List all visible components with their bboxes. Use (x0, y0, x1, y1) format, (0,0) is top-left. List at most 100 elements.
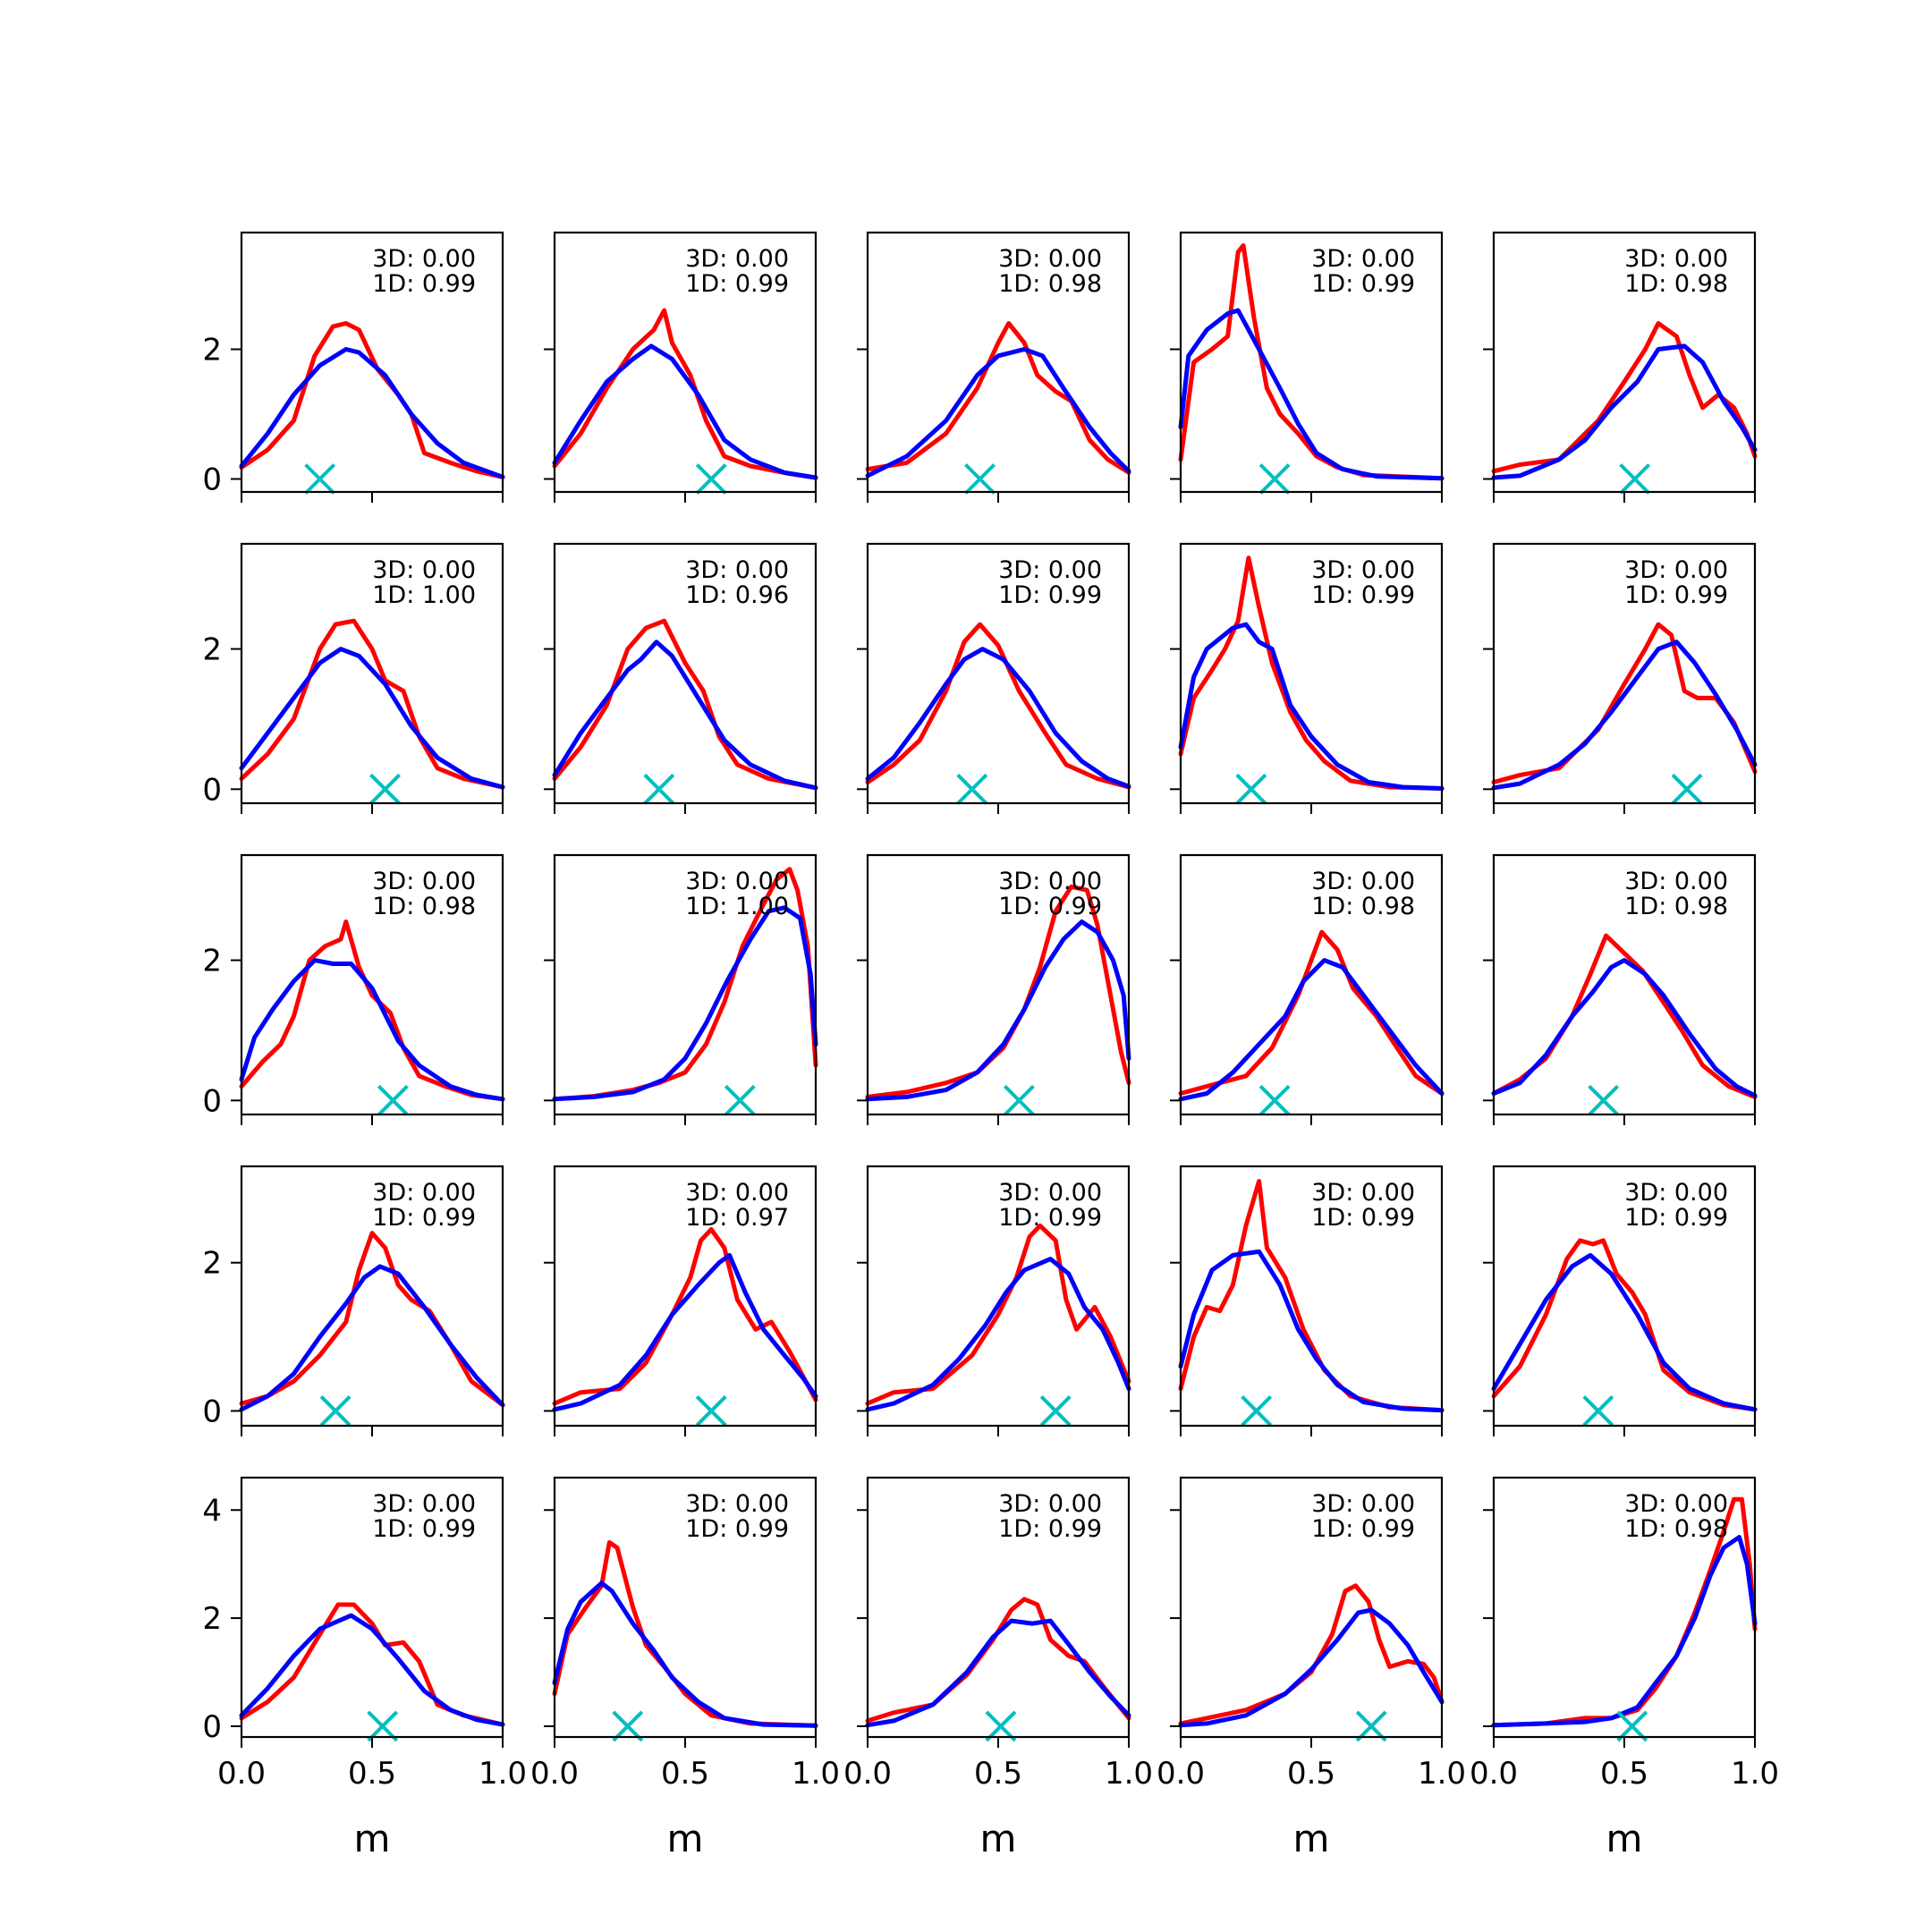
x-marker (1616, 1710, 1648, 1742)
red-series-line (552, 1226, 818, 1406)
x-axis-label: m (1606, 1817, 1643, 1860)
annotation-1d: 1D: 0.99 (1624, 1204, 1728, 1232)
blue-series-line (1491, 640, 1758, 791)
red-series-line (1491, 622, 1758, 784)
blue-series-line (1491, 1252, 1758, 1412)
x-marker (612, 1710, 644, 1742)
red-series-line (239, 618, 505, 790)
annotation-3d: 3D: 0.00 (372, 556, 476, 584)
annotation-3d: 3D: 0.00 (998, 1490, 1102, 1518)
x-marker (985, 1710, 1017, 1742)
y-tick-label: 2 (202, 944, 222, 979)
red-series-line (1491, 933, 1758, 1099)
blue-series-line (552, 640, 818, 791)
blue-series-line (552, 1580, 818, 1728)
blue-series-line (552, 905, 818, 1102)
x-tick-label: 1.0 (792, 1756, 840, 1792)
annotation-3d: 3D: 0.00 (372, 1179, 476, 1207)
annotation-3d: 3D: 0.00 (1311, 868, 1415, 895)
annotation-1d: 1D: 0.98 (998, 270, 1102, 298)
x-marker (367, 1710, 399, 1742)
annotation-3d: 3D: 0.00 (685, 1490, 789, 1518)
x-marker (724, 1084, 756, 1116)
annotation-1d: 1D: 0.99 (998, 581, 1102, 609)
x-marker (1588, 1084, 1620, 1116)
annotation-3d: 3D: 0.00 (998, 245, 1102, 273)
annotation-1d: 1D: 0.99 (685, 270, 789, 298)
x-tick-label: 1.0 (1731, 1756, 1779, 1792)
annotation-1d: 1D: 0.99 (372, 1515, 476, 1543)
y-tick-label: 0 (202, 1083, 222, 1119)
annotation-1d: 1D: 0.99 (1311, 1515, 1415, 1543)
y-tick-label: 4 (202, 1493, 222, 1529)
annotation-1d: 1D: 0.97 (685, 1204, 789, 1232)
blue-series-line (1491, 1535, 1758, 1728)
x-marker (956, 773, 988, 805)
annotation-3d: 3D: 0.00 (998, 868, 1102, 895)
annotation-3d: 3D: 0.00 (1311, 556, 1415, 584)
blue-series-line (865, 919, 1131, 1102)
annotation-1d: 1D: 0.99 (1311, 1204, 1415, 1232)
annotation-3d: 3D: 0.00 (685, 1179, 789, 1207)
x-marker (304, 463, 336, 495)
red-series-line (552, 1540, 818, 1728)
x-marker (1619, 463, 1651, 495)
blue-series-line (865, 1618, 1131, 1728)
red-series-line (865, 1597, 1131, 1724)
blue-series-line (239, 958, 505, 1102)
x-marker (377, 1084, 409, 1116)
annotation-1d: 1D: 0.98 (1624, 1515, 1728, 1543)
x-marker (1258, 1084, 1291, 1116)
annotation-1d: 1D: 0.99 (998, 1204, 1102, 1232)
x-marker (964, 463, 996, 495)
red-series-line (239, 1231, 505, 1408)
blue-series-line (552, 1252, 818, 1412)
annotation-3d: 3D: 0.00 (1311, 245, 1415, 273)
annotation-3d: 3D: 0.00 (372, 868, 476, 895)
annotation-1d: 1D: 0.99 (372, 270, 476, 298)
red-series-line (865, 622, 1131, 790)
annotation-3d: 3D: 0.00 (1624, 868, 1728, 895)
red-series-line (552, 308, 818, 480)
red-series-line (552, 618, 818, 791)
red-series-line (239, 1602, 505, 1727)
x-tick-label: 0.5 (348, 1756, 396, 1792)
annotation-3d: 3D: 0.00 (685, 868, 789, 895)
x-marker (1258, 463, 1291, 495)
x-tick-label: 1.0 (1105, 1756, 1153, 1792)
annotation-3d: 3D: 0.00 (685, 556, 789, 584)
annotation-3d: 3D: 0.00 (685, 245, 789, 273)
annotation-1d: 1D: 0.99 (1311, 270, 1415, 298)
x-marker (319, 1395, 352, 1427)
y-tick-label: 0 (202, 772, 222, 808)
y-tick-label: 0 (202, 462, 222, 498)
annotation-3d: 3D: 0.00 (1311, 1179, 1415, 1207)
x-axis-label: m (667, 1817, 704, 1860)
x-marker (1003, 1084, 1035, 1116)
annotation-3d: 3D: 0.00 (1624, 1179, 1728, 1207)
annotation-1d: 1D: 0.99 (372, 1204, 476, 1232)
blue-series-line (1491, 343, 1758, 480)
red-series-line (865, 321, 1131, 475)
x-axis-label: m (354, 1817, 391, 1860)
red-series-line (865, 884, 1131, 1099)
y-tick-label: 2 (202, 1601, 222, 1637)
annotation-1d: 1D: 0.98 (1624, 270, 1728, 298)
